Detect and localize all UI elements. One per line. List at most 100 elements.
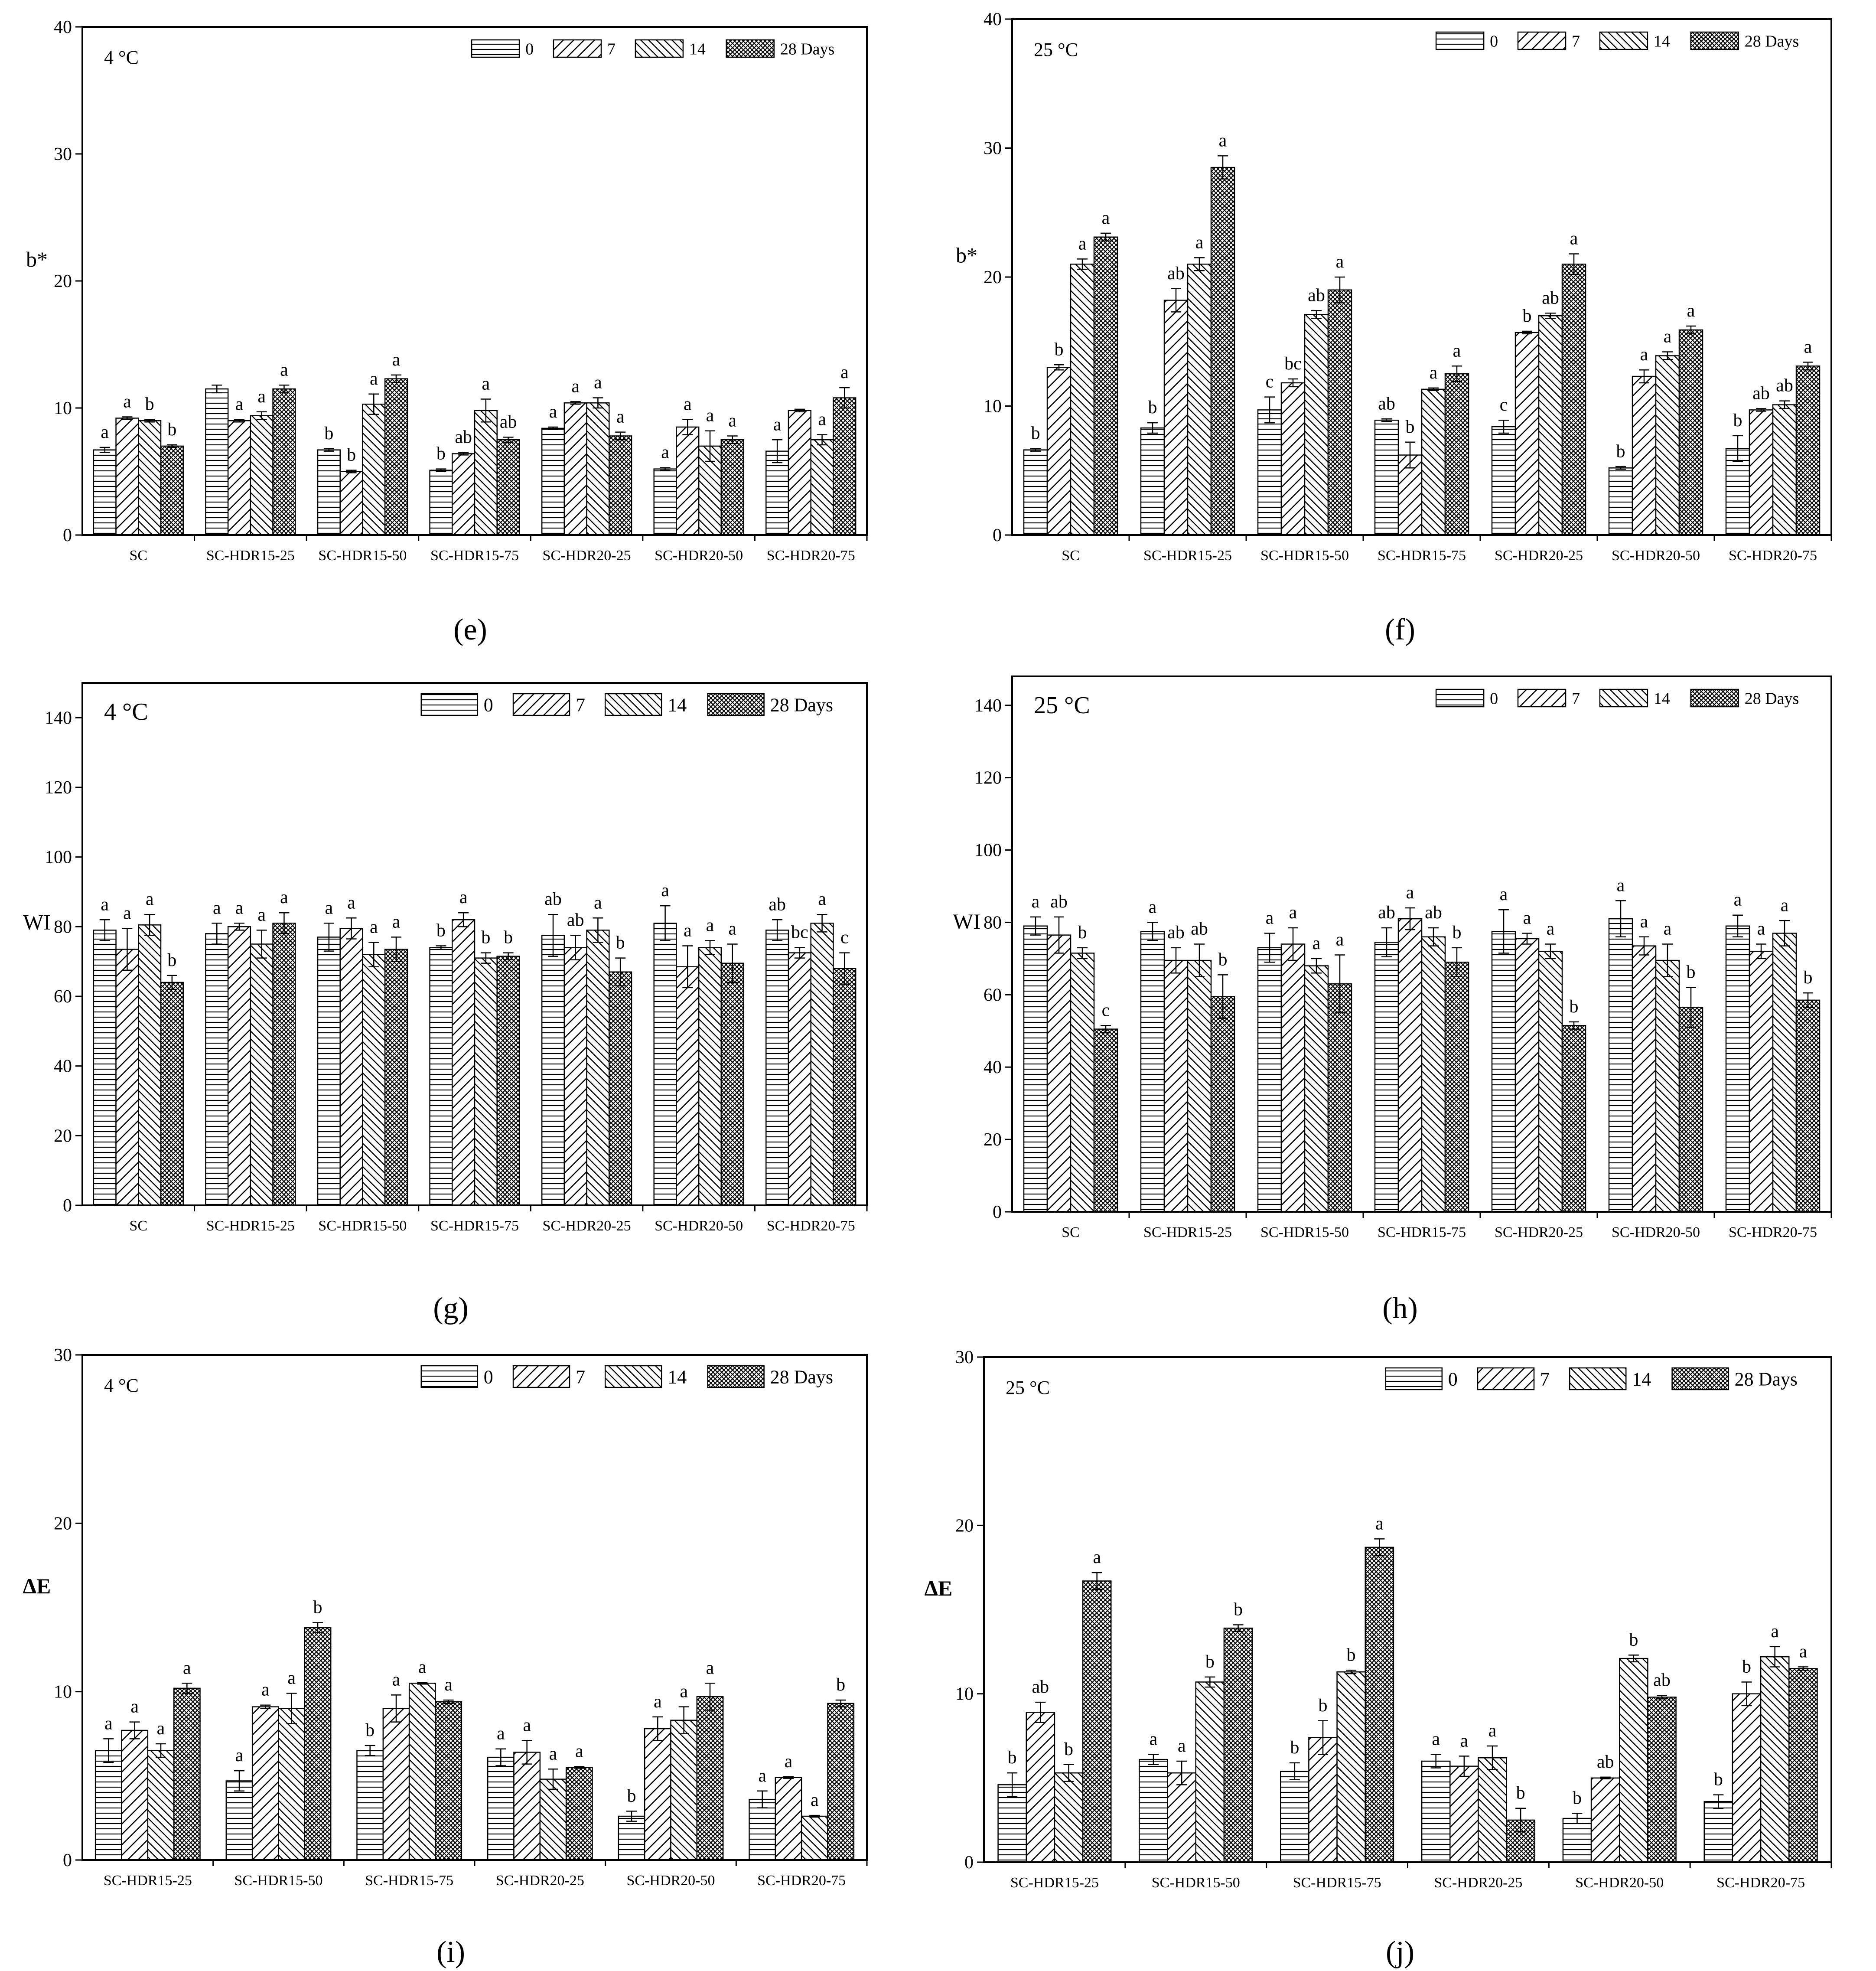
significance-letter: a xyxy=(1336,930,1344,950)
significance-letter: a xyxy=(773,414,782,434)
error-bar xyxy=(1054,916,1064,954)
bar-g-SC-HDR20-25-14 xyxy=(586,930,610,1206)
error-bar xyxy=(1487,1745,1498,1770)
x-tick-label: SC-HDR20-75 xyxy=(757,1873,846,1889)
panel-label: (j) xyxy=(1386,1935,1414,1969)
legend-swatch xyxy=(553,39,602,58)
significance-letter: ab xyxy=(1542,288,1559,308)
bar-j-SC-HDR15-75-28 Days xyxy=(1365,1547,1394,1863)
significance-letter: a xyxy=(840,362,849,382)
error-bar xyxy=(570,935,581,960)
error-bar xyxy=(1318,1720,1328,1755)
bar-g-SC-7 xyxy=(115,949,139,1206)
legend-label: 0 xyxy=(484,1366,493,1387)
significance-letter: a xyxy=(818,410,826,430)
bar-g-SC-HDR15-75-14 xyxy=(474,957,498,1206)
significance-letter: a xyxy=(157,1719,165,1739)
significance-letter: b xyxy=(324,424,333,444)
error-bar xyxy=(1515,1808,1526,1833)
significance-letter: a xyxy=(1289,903,1297,923)
error-bar xyxy=(234,923,244,931)
significance-letter: b xyxy=(1687,963,1696,982)
error-bar xyxy=(1147,422,1158,434)
bar-e-SC-HDR15-75-14 xyxy=(474,410,498,536)
legend-label: 0 xyxy=(1448,1368,1458,1390)
significance-letter: a xyxy=(418,1657,427,1677)
plot-frame xyxy=(1011,18,1832,536)
bar-g-SC-28 Days xyxy=(160,982,184,1206)
error-bar xyxy=(1733,914,1743,938)
error-bar xyxy=(1288,927,1298,961)
bar-j-SC-HDR20-25-14 xyxy=(1478,1757,1507,1863)
error-bar xyxy=(417,1682,428,1685)
error-bar xyxy=(1686,325,1696,335)
significance-letter: a xyxy=(104,1713,113,1733)
x-tick-label: SC-HDR20-50 xyxy=(655,548,743,564)
significance-letter: b xyxy=(436,921,446,941)
error-bar xyxy=(122,416,133,420)
significance-letter: c xyxy=(1102,1000,1110,1020)
x-tick-label: SC-HDR15-50 xyxy=(1152,1875,1240,1891)
significance-letter: bc xyxy=(1284,354,1302,374)
legend-label: 0 xyxy=(484,694,493,715)
error-bar xyxy=(212,923,222,945)
significance-letter: ab xyxy=(1191,919,1208,939)
significance-letter: a xyxy=(523,1715,531,1735)
significance-letter: a xyxy=(1266,908,1274,928)
x-tick-label: SC-HDR20-75 xyxy=(1716,1875,1805,1891)
bar-g-SC-HDR20-75-14 xyxy=(810,923,834,1206)
y-tick-label: 30 xyxy=(955,1348,974,1367)
error-bar xyxy=(660,467,671,471)
panel-label: (h) xyxy=(1382,1292,1418,1325)
error-bar xyxy=(279,912,290,934)
significance-letter: ab xyxy=(769,894,786,914)
legend-label: 0 xyxy=(1490,32,1498,50)
significance-letter: a xyxy=(370,917,378,937)
significance-letter: c xyxy=(840,928,849,948)
x-tick-label: SC-HDR15-50 xyxy=(1260,548,1349,564)
error-bar xyxy=(503,437,514,443)
error-bar xyxy=(839,952,850,985)
error-bar xyxy=(1148,1754,1159,1765)
significance-letter: b xyxy=(1516,1783,1525,1803)
significance-letter: b xyxy=(1347,1645,1356,1665)
legend-swatch xyxy=(1599,689,1648,708)
bar-h-SC-HDR20-25-28 Days xyxy=(1561,1025,1586,1213)
x-tick-label: SC xyxy=(129,1218,147,1234)
bar-g-SC-HDR20-25-7 xyxy=(563,947,587,1206)
temperature-label: 4 °C xyxy=(104,1375,139,1396)
error-bar xyxy=(1218,155,1228,180)
error-bar xyxy=(1289,1762,1300,1780)
error-bar xyxy=(1405,441,1415,469)
bar-g-SC-HDR20-25-0 xyxy=(541,935,565,1206)
x-tick-label: SC-HDR20-50 xyxy=(1612,1224,1700,1240)
temperature-label: 25 °C xyxy=(1034,692,1090,719)
significance-letter: a xyxy=(1313,933,1321,953)
bar-f-SC-HDR20-50-28 Days xyxy=(1678,329,1703,536)
bar-g-SC-HDR15-75-7 xyxy=(452,919,476,1206)
plot-frame xyxy=(983,1356,1832,1863)
error-bar xyxy=(1498,909,1509,954)
significance-letter: b xyxy=(1148,398,1157,418)
y-tick-label: 40 xyxy=(54,17,72,37)
significance-letter: a xyxy=(684,921,692,941)
error-bar xyxy=(1335,276,1345,303)
significance-letter: a xyxy=(575,1741,583,1761)
x-tick-label: SC-HDR20-50 xyxy=(1612,548,1700,564)
y-tick-label: 140 xyxy=(45,708,72,728)
bar-g-SC-HDR15-50-0 xyxy=(317,937,341,1206)
bar-h-SC-HDR15-50-0 xyxy=(1257,947,1282,1213)
x-tick-label: SC-HDR15-25 xyxy=(104,1873,192,1889)
error-bar xyxy=(1657,1695,1667,1700)
error-bar xyxy=(794,947,805,959)
significance-letter: a xyxy=(1687,301,1695,321)
legend-swatch xyxy=(1569,1367,1627,1390)
bar-e-SC-HDR20-50-7 xyxy=(676,426,700,536)
error-bar xyxy=(1171,947,1181,974)
legend-swatch xyxy=(420,693,479,716)
significance-letter: a xyxy=(183,1658,191,1678)
y-tick-label: 0 xyxy=(993,1202,1002,1222)
bar-f-SC-HDR20-75-14 xyxy=(1772,404,1797,536)
y-tick-label: 20 xyxy=(54,1126,72,1146)
